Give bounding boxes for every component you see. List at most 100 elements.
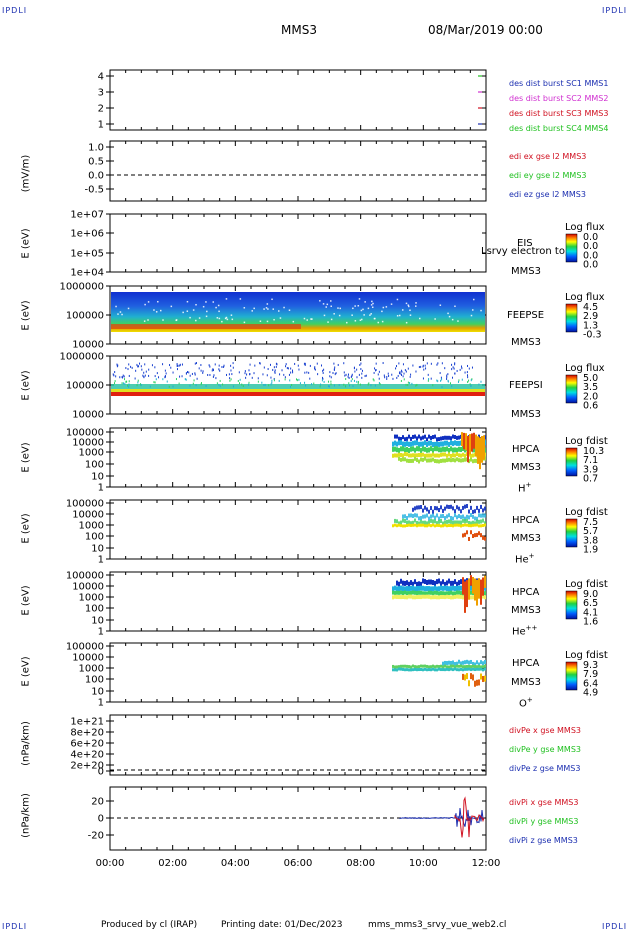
feepse-speck [265, 307, 268, 309]
feepsi-speck [263, 383, 265, 386]
feepsi-speck [114, 380, 116, 383]
feepse-speck [385, 306, 388, 308]
hpca-cell [406, 436, 408, 441]
feepse-speck [359, 319, 362, 321]
feepse-speck [243, 321, 246, 324]
hpca-he-burst [470, 530, 472, 535]
hpca-cell [396, 665, 398, 669]
colorbar-tick-label: -0.3 [583, 330, 602, 341]
feepse-speck [367, 307, 370, 310]
feepsi-speck [140, 365, 142, 368]
y-tick-label: 1 [98, 698, 104, 709]
feepsi-speck [467, 374, 469, 377]
hpca-cell [410, 458, 412, 463]
colorbar [565, 374, 578, 404]
feepsi-speck [454, 362, 456, 365]
hpca-cell [434, 665, 436, 669]
hpca-cell [392, 441, 394, 447]
hpca-cell [442, 585, 444, 591]
hpca-cell [430, 586, 432, 592]
hpca-cell [430, 435, 432, 440]
feepsi-speck [115, 375, 117, 378]
hpca-he-spacecraft-label: MMS3 [511, 533, 541, 544]
hpca-cell [394, 453, 396, 458]
colorbar-tick-label: 7.9 [583, 669, 598, 680]
feepsi-speck [223, 365, 225, 368]
hpca-cell [418, 668, 420, 672]
feepsi-speck [275, 365, 277, 368]
hpca-cell [464, 523, 466, 527]
feepsi-speck [321, 379, 323, 382]
feepsi-speck [205, 385, 207, 388]
y-tick-label: 4e+20 [70, 750, 104, 761]
hpca-cell [422, 441, 424, 447]
feepse-speck [273, 318, 275, 321]
feepsi-speck [428, 378, 430, 381]
hpca-cell [394, 585, 396, 591]
feepsi-speck [249, 363, 251, 366]
y-tick-label: 1e+05 [70, 249, 104, 260]
feepsi-speck [464, 371, 466, 374]
hpca-cell [444, 591, 446, 596]
feepse-speck [306, 319, 308, 321]
hpca-cell [400, 578, 402, 584]
colorbar-tick-label: 0.0 [583, 241, 598, 252]
panel-frame-edi [109, 140, 487, 202]
hpca-cell [446, 594, 448, 599]
hpca-cell [440, 441, 442, 447]
hpca-cell [438, 519, 440, 524]
hpca-cell [396, 594, 398, 599]
y-tick-label: 1000000 [59, 352, 104, 363]
hpca-cell [438, 508, 440, 513]
feepsi-speck [441, 378, 443, 381]
feepsi-speck [230, 378, 232, 381]
feepsi-speck [322, 371, 324, 374]
hpca-cell [392, 586, 394, 592]
hpca-cell [446, 453, 448, 458]
feepse-speck [186, 310, 189, 312]
hpca-cell [424, 524, 426, 528]
feepsi-speck [407, 383, 409, 386]
hpca-cell [422, 578, 424, 584]
hpca-cell [434, 506, 436, 511]
hpca-cell [406, 446, 408, 452]
feepsi-speck [446, 376, 448, 379]
hpca-cell [412, 520, 414, 525]
hpca-cell [480, 665, 482, 669]
feepsi-speck [353, 379, 355, 382]
feepsi-speck [317, 373, 319, 376]
hpca-cell [470, 595, 472, 600]
hpca-cell [414, 453, 416, 458]
hpca-cell [434, 515, 436, 520]
hpca-cell [430, 506, 432, 511]
feepse-speck [330, 305, 332, 308]
hpca-cell [450, 446, 452, 452]
feepsi-speck [285, 363, 287, 366]
feepsi-speck [447, 380, 449, 383]
hpca-cell [462, 523, 464, 527]
feepse-speck [147, 319, 149, 321]
hpca-cell [464, 665, 466, 669]
y-tick-label: 0 [98, 814, 104, 825]
hpca-cell [440, 524, 442, 528]
feepsi-speck [351, 374, 353, 377]
hpca-cell [478, 513, 480, 518]
feepse-speck [288, 309, 291, 311]
corner-label-bottom-right: IPDLI [602, 922, 628, 931]
feepsi-speck [136, 384, 138, 387]
hpca-cell [444, 523, 446, 527]
feepsi-speck [359, 363, 361, 366]
feepsi-speck [313, 382, 315, 385]
legend-entry: divPi x gse MMS3 [509, 798, 578, 807]
hpca-cell [400, 446, 402, 452]
hpca-cell [430, 668, 432, 672]
feepsi-speck [374, 367, 376, 370]
hpca-cell [436, 441, 438, 447]
y-tick-label: 1e+07 [70, 210, 104, 221]
hpca-cell [408, 520, 410, 525]
hpca-cell [418, 446, 420, 452]
hpca-cell [414, 586, 416, 592]
hpca-cell [442, 668, 444, 672]
feepse-speck [333, 313, 335, 315]
feepsi-speck [400, 379, 402, 382]
